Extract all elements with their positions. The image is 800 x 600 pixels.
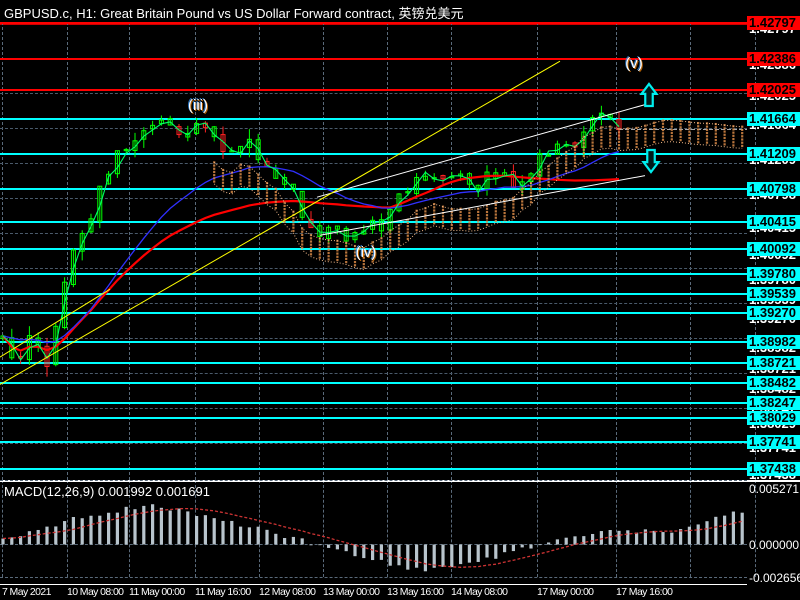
svg-text:(iii): (iii)	[188, 97, 208, 114]
svg-text:(iv): (iv)	[356, 244, 377, 261]
svg-text:(v): (v)	[625, 55, 643, 72]
